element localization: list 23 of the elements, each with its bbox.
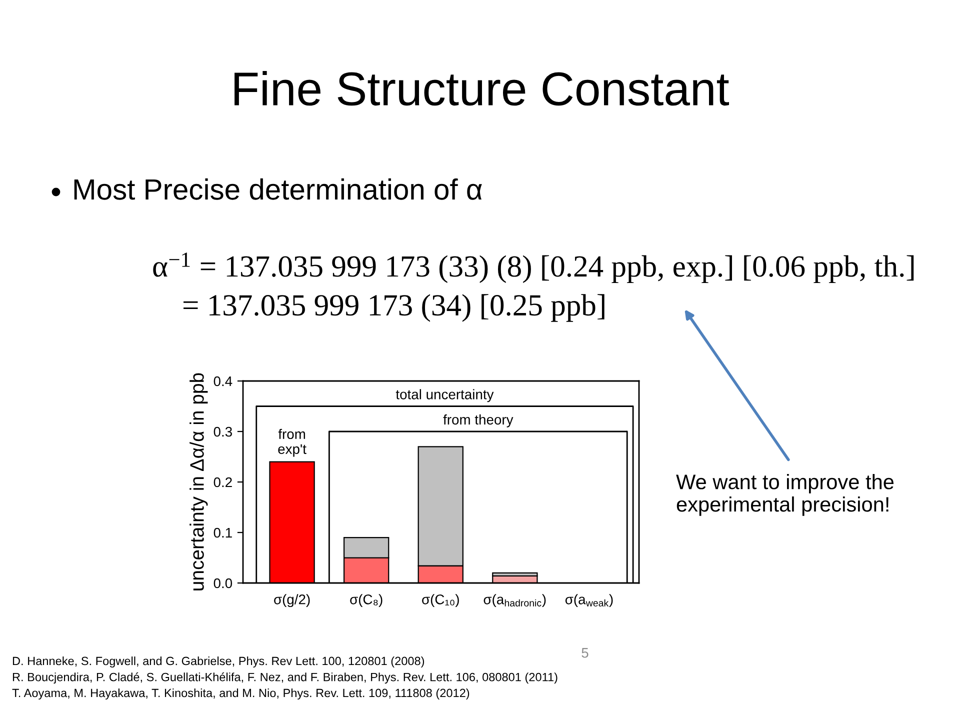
text: R. Boucjendira, P. Cladé, S. Guellati-Khélifa, F. Nez, and F. Biraben, Phys. Rev. Lett. 106, 080801 (2011): [12, 672, 558, 684]
y-tick-label: 0.4: [214, 376, 232, 386]
ref-line-label: total uncertainty: [396, 389, 494, 402]
text: T. Aoyama, M. Hayakawa, T. Kinoshita, and M. Nio, Phys. Rev. Lett. 109, 111808 (2012): [12, 688, 470, 700]
x-tick-label: σ(a$_{weak}$): [565, 594, 613, 608]
ref-line-label: from theory: [443, 414, 514, 428]
y-tick-label: 0.2: [214, 477, 232, 488]
text: D. Hanneke, S. Fogwell, and G. Gabrielse, Phys. Rev Lett. 100, 120801 (2008): [12, 656, 424, 668]
chart-subtitle: Most Precise determination of α: [74, 178, 482, 200]
text: α$^{−1}$ = 137.035 999 173 (33) (8) [0.24 ppb, exp.] [0.06 ppb, th.]: [153, 252, 914, 284]
x-tick-label: σ(g/2): [274, 594, 310, 608]
x-tick-label: σ(C₈): [350, 594, 382, 608]
x-tick-label: σ(a$_{hadronic}$): [484, 594, 546, 608]
y-tick-label: 0.0: [214, 578, 232, 588]
text: We want to improve the experimental precision!: [676, 474, 894, 516]
annotation: from exp't: [278, 428, 306, 457]
chart-title: Fine Structure Constant: [234, 70, 730, 106]
text: 5: [582, 648, 588, 658]
text: = 137.035 999 173 (34) [0.25 ppb]: [184, 294, 604, 322]
x-tick-label: σ(C₁₀): [422, 594, 459, 608]
y-axis-title: uncertainty in Δα/α in ppb: [190, 373, 208, 590]
y-tick-label: 0.3: [214, 426, 232, 437]
y-tick-label: 0.1: [214, 528, 232, 538]
